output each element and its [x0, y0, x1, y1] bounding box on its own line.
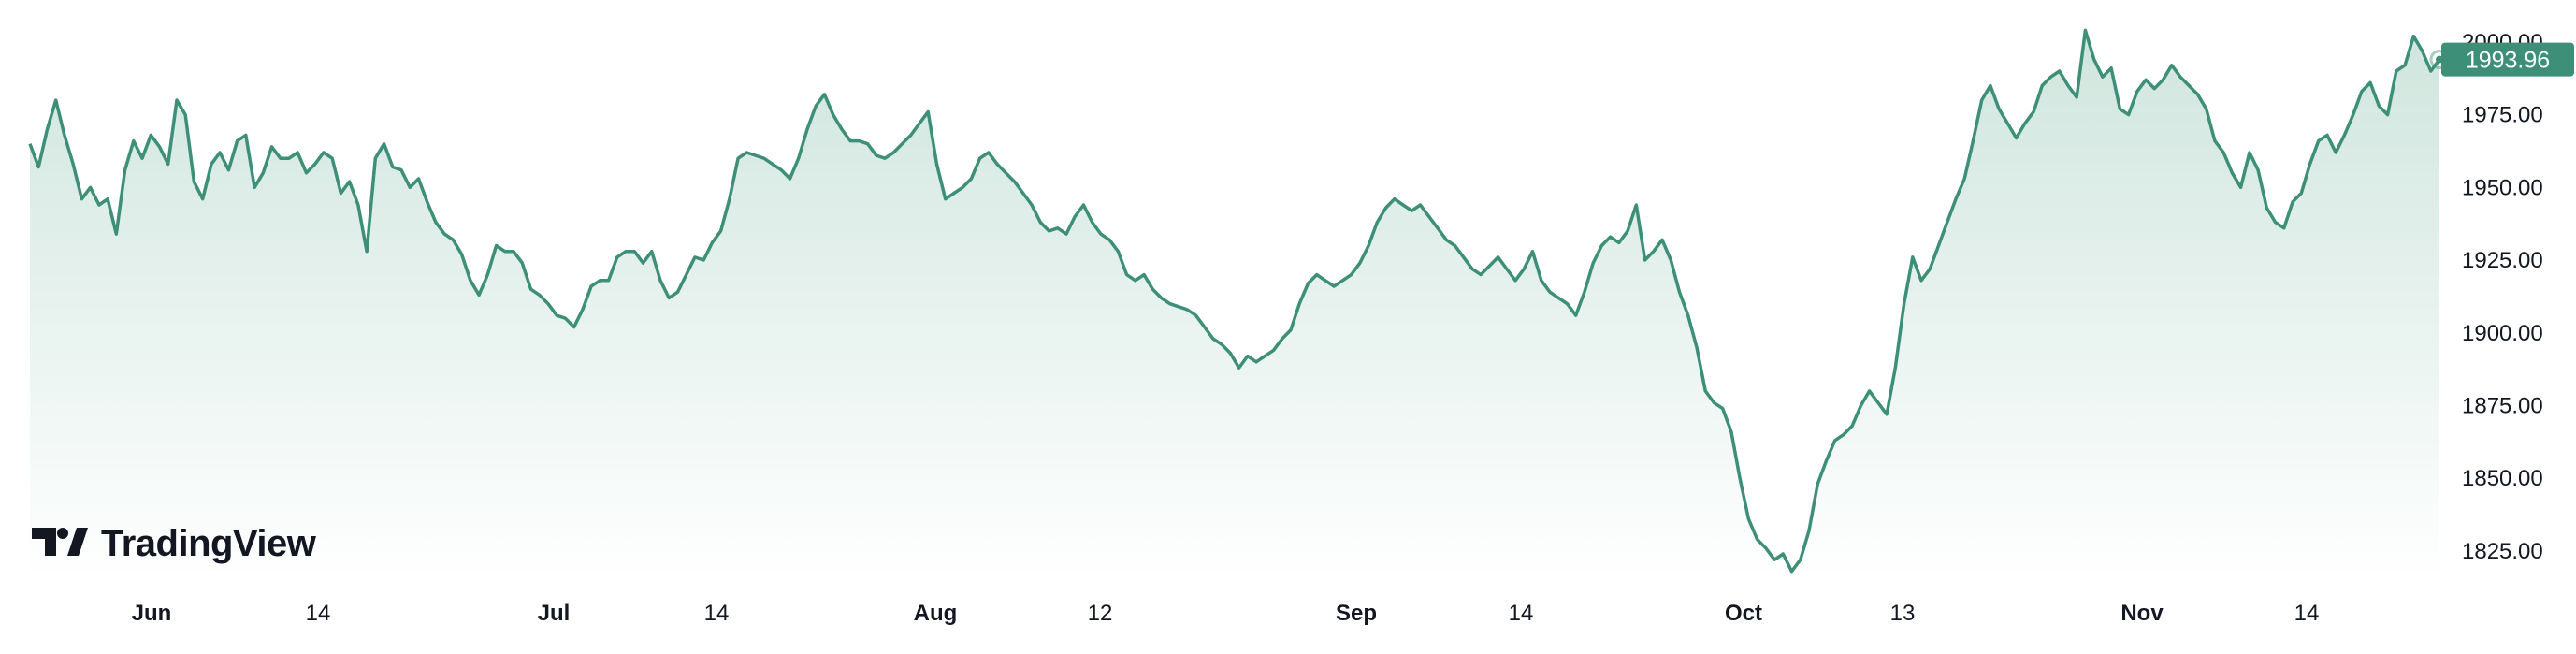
y-tick-label: 1975.00	[2462, 103, 2543, 128]
x-tick-label: 13	[1890, 601, 1916, 626]
x-tick-label: 14	[1509, 601, 1534, 626]
x-tick-label: 14	[704, 601, 730, 626]
y-tick-label: 1850.00	[2462, 466, 2543, 491]
tradingview-logo-text: TradingView	[101, 523, 317, 564]
x-tick-label: Jun	[132, 601, 172, 626]
y-tick-label: 1825.00	[2462, 539, 2543, 564]
tradingview-logo-icon	[32, 528, 88, 556]
last-price-badge	[2441, 42, 2574, 77]
x-tick-label: Nov	[2120, 601, 2164, 626]
tradingview-logo[interactable]: TradingView	[32, 523, 317, 564]
price-area	[30, 30, 2439, 580]
x-axis: Jun 14 Jul 14 Aug 12 Sep 14 Oct 13 Nov 14	[132, 601, 2320, 626]
x-tick-label: Oct	[1725, 601, 1762, 626]
x-tick-label: Aug	[914, 601, 958, 626]
x-tick-label: Sep	[1336, 601, 1377, 626]
price-line	[28, 28, 2441, 574]
y-axis: 1825.00 1850.00 1875.00 1900.00 1925.00 1950.…	[2462, 30, 2543, 564]
x-tick-label: 12	[1088, 601, 1113, 626]
last-price-badge-group: 1993.96	[2429, 42, 2574, 77]
area-fill-layer	[30, 30, 2439, 580]
x-tick-label: 14	[306, 601, 331, 626]
y-tick-label: 1950.00	[2462, 175, 2543, 200]
x-tick-label: Jul	[538, 601, 571, 626]
y-tick-label: 1875.00	[2462, 394, 2543, 419]
price-line-layer	[28, 28, 2441, 574]
y-tick-label: 1900.00	[2462, 321, 2543, 346]
x-tick-label: 14	[2294, 601, 2320, 626]
last-price-label: 1993.96	[2466, 48, 2550, 74]
y-tick-label: 1925.00	[2462, 248, 2543, 273]
